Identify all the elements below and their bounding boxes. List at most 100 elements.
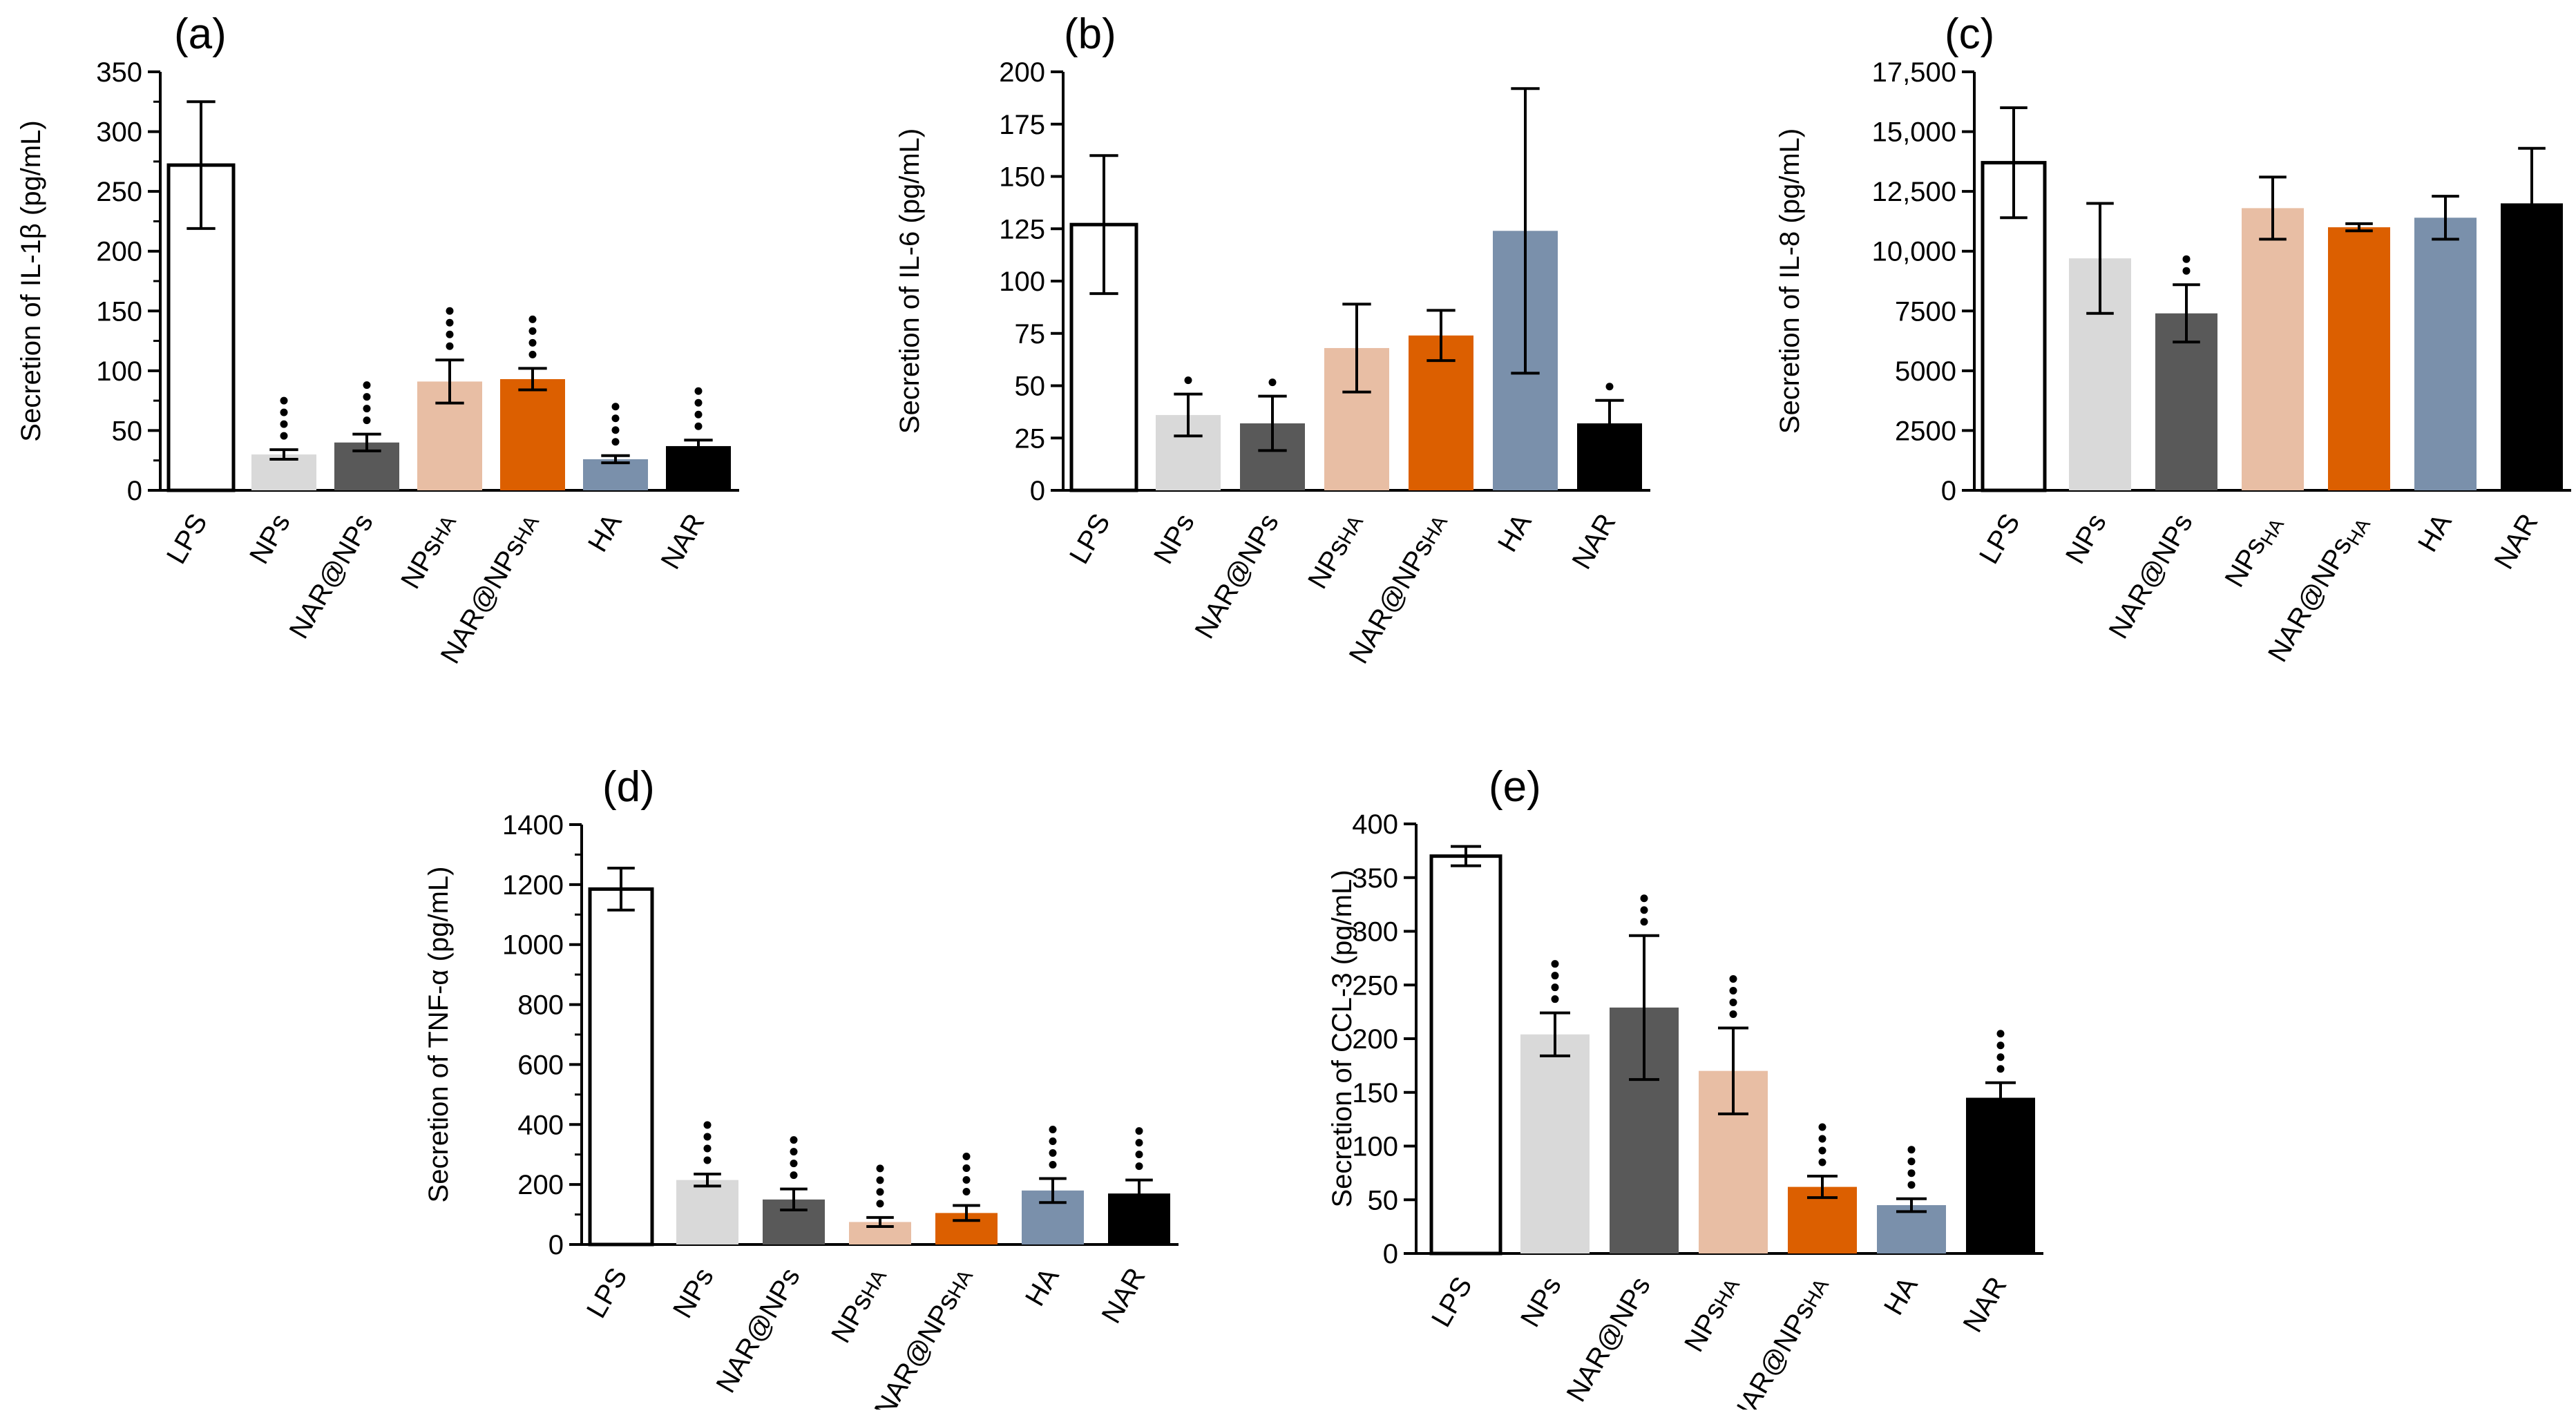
- bar-NPs: [676, 1180, 738, 1244]
- significance-dot: [1605, 383, 1614, 391]
- significance-dot: [1551, 972, 1559, 980]
- panel-label: (c): [1945, 10, 1994, 58]
- y-tick-label: 350: [96, 57, 142, 88]
- significance-dot: [790, 1148, 798, 1156]
- significance-dot: [790, 1136, 798, 1144]
- significance-dot: [1640, 918, 1648, 926]
- significance-dot: [363, 381, 371, 390]
- significance-dot: [1729, 998, 1737, 1006]
- x-tick-label: NPsHA: [395, 509, 462, 595]
- significance-dot: [694, 387, 703, 395]
- x-tick-label: LPS: [1974, 509, 2026, 569]
- significance-dot: [1907, 1169, 1916, 1178]
- significance-dot: [694, 398, 703, 407]
- panel-label: (a): [174, 10, 227, 58]
- x-tick-label-base: NAR: [2488, 509, 2544, 575]
- panel-b: (b) Secretion of IL-6 (pg/mL) 0 25 50 75 100 12…: [895, 10, 1650, 669]
- significance-dot: [611, 426, 620, 434]
- significance-dot: [528, 315, 537, 323]
- bar-NAR: [666, 445, 731, 490]
- x-tick-label-base: NPs: [1148, 509, 1201, 569]
- significance-dot: [694, 410, 703, 419]
- significance-dot: [1049, 1148, 1057, 1157]
- x-tick-label-base: LPS: [581, 1263, 633, 1323]
- significance-dot: [363, 393, 371, 401]
- x-tick-label-base: NAR: [655, 509, 710, 575]
- y-tick-label: 300: [1352, 917, 1398, 948]
- significance-dot: [1640, 906, 1648, 914]
- y-tick-label: 0: [548, 1230, 564, 1260]
- y-tick-label: 800: [517, 990, 564, 1021]
- y-tick-label: 10,000: [1872, 237, 1956, 267]
- significance-dot: [1729, 974, 1737, 983]
- x-tick-label-base: HA: [1878, 1271, 1924, 1320]
- significance-dot: [528, 350, 537, 358]
- bar-NPs: [1520, 1034, 1590, 1253]
- bar-LPS: [1429, 854, 1502, 1256]
- x-tick-label-base: NPs: [667, 1263, 720, 1323]
- significance-dot: [2182, 255, 2191, 263]
- significance-dot: [363, 405, 371, 413]
- x-tick-label-base: NAR@NPs: [435, 534, 531, 669]
- y-tick-label: 250: [96, 177, 142, 207]
- x-tick-label-base: NPs: [2060, 509, 2112, 569]
- x-tick-label: NAR@NPs: [2103, 509, 2198, 644]
- y-tick-label: 50: [1368, 1185, 1399, 1215]
- x-tick-label-base: NAR@NPs: [2262, 532, 2358, 667]
- y-tick-label: 1400: [502, 810, 564, 840]
- significance-dot: [962, 1188, 971, 1196]
- x-tick-label: HA: [582, 508, 628, 557]
- x-tick-label: NPs: [1148, 509, 1201, 569]
- bar-NAR: [1966, 1097, 2035, 1253]
- x-tick-label: HA: [1878, 1271, 1924, 1320]
- y-tick-label: 75: [1015, 319, 1046, 349]
- y-tick-label: 600: [517, 1050, 564, 1080]
- y-tick-label: 125: [999, 214, 1045, 244]
- significance-dot: [446, 330, 454, 338]
- y-tick-label: 50: [112, 416, 143, 446]
- significance-dot: [1551, 995, 1559, 1003]
- significance-dot: [1818, 1158, 1826, 1166]
- significance-dot: [1729, 1010, 1737, 1018]
- y-tick-label: 300: [96, 117, 142, 148]
- significance-dot: [1551, 983, 1559, 992]
- panel-label: (b): [1064, 10, 1116, 58]
- y-axis-label: Secretion of IL-1β (pg/mL): [16, 120, 46, 441]
- y-tick-label: 150: [96, 296, 142, 327]
- x-tick-label-base: HA: [1492, 508, 1538, 557]
- x-tick-label-base: NAR@NPs: [710, 1263, 805, 1398]
- significance-dot: [876, 1200, 884, 1208]
- bar-HA: [2414, 218, 2477, 490]
- x-tick-label: NAR@NPs: [710, 1263, 805, 1398]
- y-tick-label: 400: [517, 1110, 564, 1140]
- x-tick-label: NPs: [1515, 1272, 1567, 1332]
- significance-dot: [876, 1188, 884, 1196]
- x-tick-label-base: NPs: [1515, 1272, 1567, 1332]
- significance-dot: [1907, 1146, 1916, 1154]
- y-tick-label: 17,500: [1872, 57, 1956, 88]
- panel-e: (e) Secretion of CCL-3 (pg/mL) 0 50 100 150 20…: [1327, 763, 2043, 1413]
- significance-dot: [611, 438, 620, 446]
- significance-dot: [1818, 1146, 1826, 1155]
- y-tick-label: 100: [1352, 1132, 1398, 1162]
- panel-a: (a) Secretion of IL-1β (pg/mL) 0 50 100 150 20…: [16, 10, 739, 669]
- y-tick-label: 200: [1352, 1024, 1398, 1055]
- y-tick-label: 100: [999, 267, 1045, 297]
- x-tick-label-base: NAR@NPs: [1725, 1297, 1820, 1410]
- significance-dot: [962, 1164, 971, 1173]
- y-tick-label: 5000: [1895, 356, 1956, 387]
- significance-dot: [446, 342, 454, 350]
- x-tick-label: NAR: [1096, 1263, 1151, 1329]
- significance-dot: [876, 1164, 884, 1173]
- x-tick-label: LPS: [1426, 1272, 1478, 1332]
- y-axis-label: Secretion of IL-6 (pg/mL): [895, 128, 925, 434]
- significance-dot: [528, 338, 537, 347]
- x-tick-label: NAR: [1957, 1272, 2012, 1338]
- significance-dot: [1184, 376, 1192, 385]
- y-tick-label: 175: [999, 110, 1045, 140]
- x-tick-label-base: NAR@NPs: [1189, 509, 1284, 644]
- x-tick-label-base: HA: [582, 508, 628, 557]
- significance-dot: [1268, 378, 1277, 387]
- significance-dot: [703, 1121, 712, 1129]
- y-tick-label: 50: [1015, 372, 1046, 402]
